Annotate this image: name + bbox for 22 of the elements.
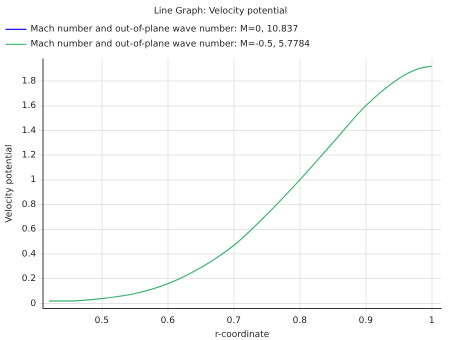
y-tick-label: 1 xyxy=(30,175,36,186)
legend-label: Mach number and out-of-plane wave number: M=0, 10.837 xyxy=(30,24,298,35)
legend-label: Mach number and out-of-plane wave number: M=-0.5, 5.7784 xyxy=(30,40,310,50)
y-tick-label: 0.4 xyxy=(22,249,36,260)
x-axis-title: r-coordinate xyxy=(214,330,270,340)
y-tick-label: 0.2 xyxy=(22,274,36,284)
x-tick-label: 0.7 xyxy=(226,316,241,326)
y-axis-title: Velocity potential xyxy=(4,144,15,223)
line-series xyxy=(48,66,432,302)
y-tick-label: 0 xyxy=(30,298,36,309)
x-tick-label: 1 xyxy=(428,316,435,326)
chart-title: Line Graph: Velocity potential xyxy=(154,6,288,17)
x-tick-label: 0.9 xyxy=(358,316,374,326)
y-tick-label: 1.4 xyxy=(22,126,36,136)
y-tick-label: 0.6 xyxy=(22,224,36,235)
x-tick-label: 0.6 xyxy=(160,316,176,326)
y-tick-label: 1.6 xyxy=(22,101,36,112)
x-tick-label: 0.8 xyxy=(292,316,308,326)
y-tick-label: 0.8 xyxy=(22,200,36,210)
y-tick-label: 1.2 xyxy=(22,150,36,161)
y-tick-label: 1.8 xyxy=(22,76,36,86)
x-tick-label: 0.5 xyxy=(94,316,110,326)
